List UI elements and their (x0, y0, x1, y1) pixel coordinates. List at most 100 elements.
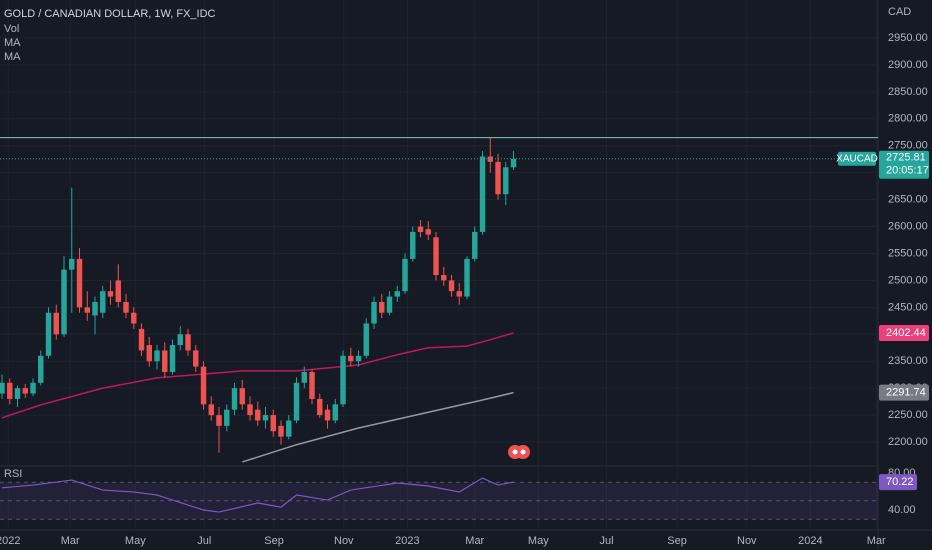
candle-body (425, 229, 431, 235)
x-tick-label: Mar (61, 535, 80, 547)
rsi-line (1, 477, 514, 513)
rsi-tag-label: 70.22 (886, 476, 914, 488)
candle-body (107, 291, 114, 297)
rsi-tag (879, 474, 917, 491)
y-tick-label: 2750.00 (888, 140, 928, 152)
y-tick-label: 2500.00 (888, 274, 928, 286)
candle-body (441, 275, 447, 281)
y-tick-label: 2350.00 (888, 355, 928, 367)
x-tick-label: Mar (465, 535, 484, 547)
indicator-label: MA (4, 37, 21, 49)
candle-body (208, 404, 214, 416)
x-tick-label: Jul (197, 535, 211, 547)
candle-body (162, 350, 168, 372)
candle-body (262, 415, 269, 421)
candle-body (464, 258, 470, 297)
x-tick-label: Sep (264, 535, 284, 547)
candle-body (317, 398, 323, 416)
candle-body (69, 258, 75, 270)
y-tick-label: 2850.00 (888, 86, 928, 98)
candle-body (324, 409, 331, 421)
ma-line (1, 332, 514, 419)
candle-body (154, 350, 160, 362)
ma-tag-label: 2402.44 (886, 327, 926, 339)
candle-body (417, 226, 424, 232)
candle-body (115, 280, 121, 302)
y-tick-label: 2550.00 (888, 247, 928, 259)
candle-body (76, 258, 83, 308)
candle-body (487, 156, 493, 162)
ma-tag (879, 324, 929, 341)
x-tick-label: Nov (737, 535, 757, 547)
x-tick-label: Mar (867, 535, 886, 547)
x-tick-label: 2023 (395, 535, 419, 547)
y-tick-label: 2800.00 (888, 113, 928, 125)
indicator-label: MA (4, 51, 21, 63)
candle-body (340, 355, 346, 405)
candle-body (371, 301, 377, 324)
candle-body (231, 388, 238, 410)
y-tick-label: 2450.00 (888, 301, 928, 313)
candle-body (348, 355, 354, 362)
candle-body (185, 334, 191, 351)
candle-body (286, 420, 292, 437)
candle-body (355, 355, 362, 362)
y-tick-label: 2950.00 (888, 32, 928, 44)
currency-label: CAD (888, 6, 911, 18)
candle-body (224, 409, 230, 426)
y-tick-label: 2200.00 (888, 436, 928, 448)
candle-body (479, 156, 486, 232)
candle-body (363, 323, 369, 356)
candle-body (53, 312, 59, 335)
price-tag (879, 150, 929, 179)
candle-body (45, 312, 52, 356)
candle-body (193, 350, 199, 367)
rsi-tick-label: 40.00 (888, 504, 916, 516)
plot (0, 0, 878, 530)
candle-body (293, 382, 300, 421)
candle-body (14, 388, 21, 399)
candle-body (30, 382, 36, 394)
candle-body (386, 296, 393, 313)
ma-tag (879, 384, 929, 401)
candle-body (100, 291, 106, 313)
candle-body (301, 371, 307, 383)
symbol-tag (838, 151, 876, 166)
candle-body (503, 167, 509, 195)
candle-body (247, 404, 253, 416)
candle-body (456, 291, 462, 297)
chart-title: GOLD / CANADIAN DOLLAR, 1W, FX_IDC (4, 8, 216, 20)
candle-body (402, 258, 408, 292)
candle-body (270, 415, 276, 432)
x-tick-label: 2024 (798, 535, 822, 547)
candle-body (22, 388, 28, 394)
candle-body (84, 307, 90, 313)
x-tick-label: 2022 (0, 535, 20, 547)
ma-line (242, 391, 514, 463)
candle-body (255, 409, 261, 421)
candle-body (309, 371, 315, 399)
candle-body (448, 280, 455, 292)
candle-body (332, 404, 338, 421)
ma-tag-label: 2291.74 (886, 387, 926, 399)
candle-body (7, 382, 13, 399)
countdown-label: 20:05:17 (886, 165, 929, 177)
candle-body (278, 425, 284, 437)
candle-body (379, 301, 385, 313)
candle-body (394, 291, 400, 297)
candle-body (123, 301, 129, 313)
y-tick-label: 2600.00 (888, 220, 928, 232)
logo-icon (508, 445, 530, 459)
candle-body (410, 231, 416, 259)
y-tick-label: 2650.00 (888, 194, 928, 206)
candle-body (169, 345, 176, 372)
y-tick-label: 2250.00 (888, 409, 928, 421)
candle-body (239, 388, 245, 405)
symbol-tag-label: XAUCAD (836, 153, 878, 164)
candle-body (138, 328, 145, 351)
candle-body (146, 345, 152, 362)
price-tag-label: 2725.81 (886, 152, 926, 164)
candle-body (177, 334, 183, 346)
